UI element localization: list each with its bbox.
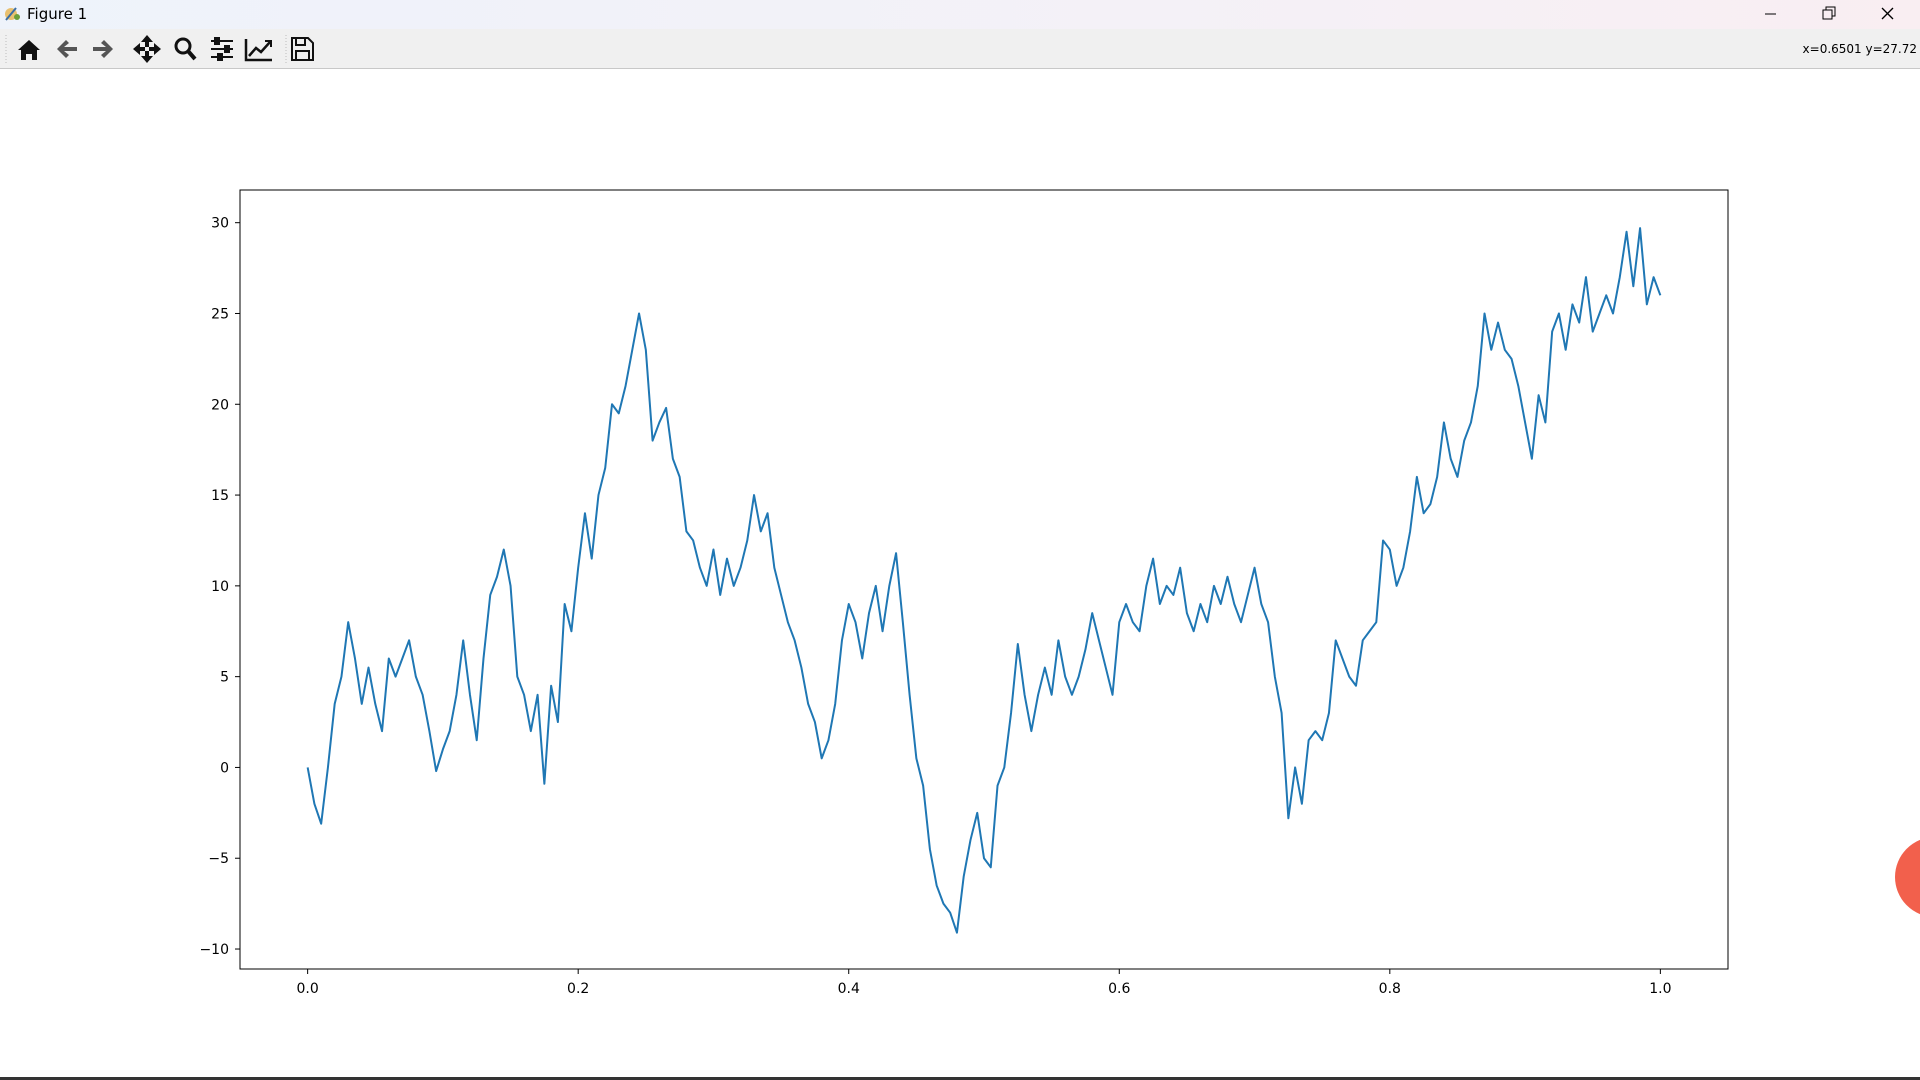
y-tick-label: −5	[208, 851, 229, 867]
toolbar-icons	[5, 35, 314, 63]
axes-frame	[239, 189, 1729, 970]
data-line	[306, 227, 1662, 934]
window-title: Figure 1	[27, 5, 88, 23]
y-tick-label: 20	[211, 397, 229, 413]
forward-button[interactable]	[93, 40, 113, 58]
x-tick-label: 0.6	[1108, 981, 1130, 997]
configure-button[interactable]	[211, 37, 233, 61]
cursor-coordinates: x=0.6501 y=27.72	[1802, 42, 1917, 56]
y-tick-label: 15	[211, 488, 229, 504]
y-tick-label: 5	[220, 670, 229, 686]
zoom-button[interactable]	[174, 37, 197, 61]
home-button[interactable]	[18, 40, 40, 60]
taskbar-edge	[0, 1077, 1920, 1080]
pan-button[interactable]	[133, 35, 161, 63]
window-controls	[1765, 6, 1894, 20]
toolbar: x=0.6501 y=27.72	[0, 29, 1920, 69]
x-tick-label: 1.0	[1649, 981, 1671, 997]
save-button[interactable]	[291, 37, 314, 61]
y-tick-label: 30	[211, 216, 229, 232]
edit-axes-button[interactable]	[244, 39, 272, 62]
x-tick-label: 0.2	[567, 981, 589, 997]
restore-button[interactable]	[1822, 6, 1836, 20]
app-icon	[5, 7, 20, 21]
back-button[interactable]	[57, 40, 77, 58]
figure-canvas: −10 −5 0 5 10 15 20 25 30 0.0 0.2 0.4 0.6 0.8 1.0	[199, 189, 1920, 997]
x-tick-label: 0.0	[297, 981, 319, 997]
y-tick-label: 25	[211, 306, 229, 322]
title-bar: Figure 1	[0, 0, 1920, 29]
x-tick-label: 0.4	[838, 981, 860, 997]
y-tick-label: 10	[211, 579, 229, 595]
x-tick-label: 0.8	[1379, 981, 1401, 997]
overlay-button[interactable]	[1895, 837, 1920, 917]
y-tick-label: 0	[220, 760, 229, 776]
y-tick-label: −10	[199, 942, 229, 958]
close-button[interactable]	[1881, 7, 1894, 20]
